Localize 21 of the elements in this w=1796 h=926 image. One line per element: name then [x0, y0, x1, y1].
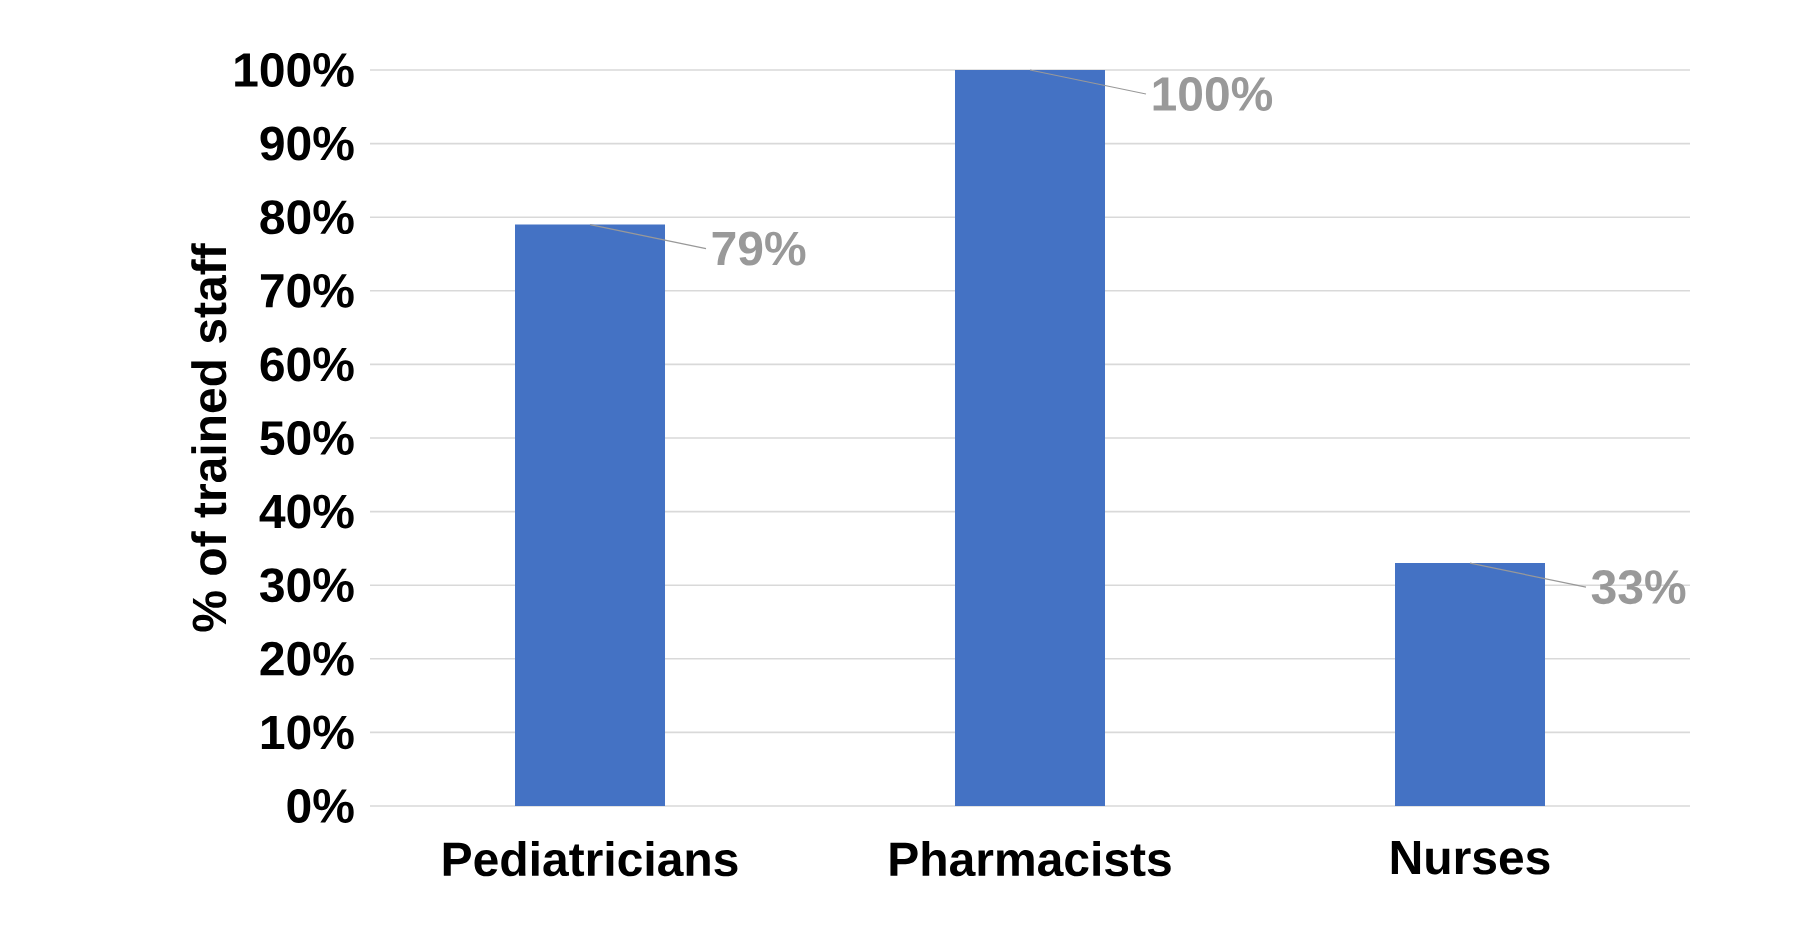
y-tick-label: 20%: [260, 641, 354, 676]
y-tick-label: 40%: [259, 494, 354, 529]
data-label: 100%: [1153, 77, 1273, 111]
y-tick-label: 0%: [287, 789, 354, 823]
bar: [515, 224, 666, 806]
y-tick-label: 90%: [260, 126, 354, 161]
y-tick-label: 50%: [260, 421, 354, 455]
data-label: 79%: [712, 231, 806, 266]
y-axis-title: % of trained staff: [191, 243, 227, 632]
bar: [955, 69, 1105, 806]
y-tick-label: 80%: [260, 200, 354, 235]
y-tick-label: 60%: [260, 347, 354, 382]
y-tick-label: 100%: [235, 53, 354, 87]
data-label: 33%: [1591, 570, 1686, 605]
y-tick-label: 70%: [260, 273, 354, 308]
y-tick-label: 30%: [259, 568, 354, 603]
y-tick-label: 10%: [261, 715, 354, 750]
bar: [1395, 563, 1545, 806]
x-tick-label: Nurses: [1391, 841, 1550, 875]
x-tick-label: Pharmacists: [890, 841, 1171, 877]
x-tick-label: Pediatricians: [443, 841, 738, 877]
